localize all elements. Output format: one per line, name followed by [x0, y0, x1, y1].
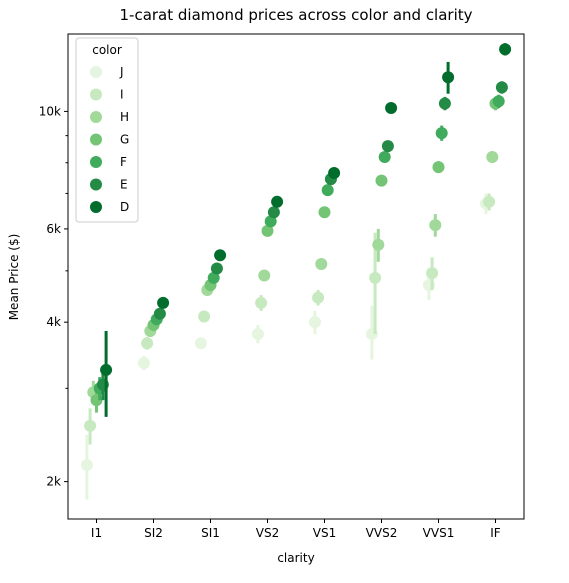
- data-point: [328, 167, 341, 180]
- x-axis: I1 SI2 SI1 VS2 VS1 VVS2 VVS1 IF: [91, 519, 501, 540]
- y-tick-label: 10k: [39, 104, 61, 118]
- legend-label: H: [120, 110, 129, 124]
- data-point: [315, 258, 328, 271]
- x-tick-label: SI1: [201, 526, 220, 540]
- x-tick-label: SI2: [144, 526, 163, 540]
- data-point: [258, 269, 271, 282]
- data-point: [308, 316, 321, 329]
- data-point: [432, 161, 445, 174]
- data-point: [426, 267, 439, 280]
- data-point: [321, 184, 334, 197]
- data-point: [495, 81, 508, 94]
- series-D: [100, 43, 512, 417]
- legend-marker: [90, 156, 102, 168]
- legend-marker: [90, 111, 102, 123]
- x-axis-label: clarity: [277, 551, 314, 565]
- legend-box: [75, 37, 139, 223]
- chart-title: 1-carat diamond prices across color and …: [119, 6, 472, 24]
- y-tick-label: 4k: [46, 315, 61, 329]
- data-point: [385, 101, 398, 114]
- series-E: [96, 81, 508, 401]
- plot-area: [80, 43, 512, 500]
- plot-frame: [67, 33, 525, 520]
- data-point: [267, 206, 280, 219]
- data-point: [492, 95, 505, 108]
- legend-marker: [90, 178, 102, 191]
- data-point: [153, 307, 166, 320]
- x-tick-label: VS1: [313, 526, 336, 540]
- data-point: [369, 271, 382, 284]
- legend-marker: [90, 133, 102, 146]
- legend-label: G: [120, 133, 129, 147]
- data-point: [312, 291, 325, 304]
- series-H: [87, 151, 499, 405]
- series-F: [93, 94, 505, 401]
- data-point: [198, 310, 211, 323]
- legend-marker: [90, 66, 102, 78]
- y-tick-label: 2k: [46, 475, 61, 489]
- data-point: [251, 327, 264, 340]
- legend-title: color: [92, 43, 122, 57]
- data-point: [381, 140, 394, 153]
- x-tick-label: I1: [91, 526, 102, 540]
- data-point: [438, 97, 451, 110]
- x-tick-label: VVS1: [423, 526, 455, 540]
- data-point: [435, 127, 448, 140]
- legend-label: E: [120, 178, 128, 192]
- data-point: [255, 296, 268, 309]
- y-axis-label: Mean Price ($): [7, 234, 21, 321]
- x-tick-label: IF: [490, 526, 501, 540]
- data-point: [84, 419, 97, 432]
- data-point: [442, 71, 455, 84]
- data-point: [137, 356, 150, 369]
- data-point: [210, 262, 223, 275]
- legend-label: I: [120, 88, 124, 102]
- legend-label: J: [119, 65, 124, 79]
- x-tick-label: VS2: [256, 526, 279, 540]
- series-I: [84, 193, 496, 445]
- legend-marker: [90, 201, 102, 213]
- data-point: [429, 219, 442, 232]
- data-point: [378, 151, 391, 164]
- data-point: [80, 458, 93, 471]
- data-point: [261, 224, 274, 237]
- data-point: [141, 337, 154, 350]
- x-tick-label: VVS2: [366, 526, 398, 540]
- data-point: [194, 337, 207, 350]
- data-point: [100, 363, 113, 376]
- y-axis: 2k 4k 6k 10k: [39, 104, 68, 489]
- data-point: [372, 238, 385, 251]
- data-point: [499, 43, 512, 56]
- data-point: [375, 174, 388, 187]
- data-point: [271, 195, 284, 208]
- data-point: [486, 151, 499, 164]
- data-point: [214, 249, 227, 262]
- data-point: [207, 271, 220, 284]
- legend-label: D: [120, 200, 129, 214]
- y-tick-label: 6k: [46, 222, 61, 236]
- legend-marker: [90, 88, 102, 101]
- data-point: [264, 215, 277, 228]
- data-point: [157, 296, 170, 309]
- data-point: [483, 195, 496, 208]
- legend-label: F: [120, 155, 127, 169]
- data-point: [318, 206, 331, 219]
